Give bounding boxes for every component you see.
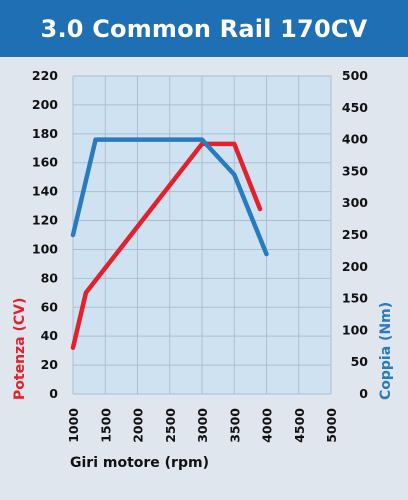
y-left-tick-label: 60 [41, 299, 59, 314]
chart-title: 3.0 Common Rail 170CV [40, 14, 368, 43]
y-left-tick-label: 40 [41, 328, 59, 343]
x-tick-label: 3000 [195, 408, 210, 443]
x-axis-title: Giri motore (rpm) [70, 455, 209, 471]
series-line-coppia [70, 137, 269, 257]
y-left-tick-label: 0 [49, 386, 58, 401]
tick-labels: 1000 1500 2000 2500 3000 3500 4000 4500 50000204… [32, 68, 368, 443]
y-right-tick-label: 250 [342, 227, 368, 242]
x-tick-label: 2000 [131, 408, 146, 443]
x-tick-label: 1500 [98, 408, 113, 443]
x-tick-label: 4000 [260, 408, 275, 443]
y-axis-right-title: Coppia (Nm) [378, 302, 394, 400]
title-bar: 3.0 Common Rail 170CV [0, 0, 408, 57]
y-right-tick-label: 350 [342, 163, 368, 178]
x-tick-label: 5000 [324, 408, 339, 443]
y-right-tick-label: 0 [359, 386, 368, 401]
y-right-tick-label: 150 [342, 291, 368, 306]
y-left-tick-label: 220 [32, 68, 58, 83]
x-tick-label: 1000 [66, 408, 81, 443]
y-right-tick-label: 50 [351, 354, 369, 369]
y-right-tick-label: 400 [342, 132, 368, 147]
y-right-tick-label: 200 [342, 259, 368, 274]
y-axis-left-title: Potenza (CV) [12, 298, 28, 400]
series-lines [70, 137, 269, 350]
y-left-tick-label: 80 [41, 270, 59, 285]
y-left-tick-label: 120 [32, 213, 58, 228]
y-left-tick-label: 160 [32, 155, 58, 170]
x-tick-label: 2500 [163, 408, 178, 443]
y-right-tick-label: 300 [342, 195, 368, 210]
y-left-tick-label: 140 [32, 184, 58, 199]
x-tick-label: 4500 [292, 408, 307, 443]
y-right-tick-label: 450 [342, 100, 368, 115]
y-left-tick-label: 180 [32, 126, 58, 141]
y-right-tick-label: 100 [342, 322, 368, 337]
x-tick-label: 3500 [227, 408, 242, 443]
series-line-potenza [70, 141, 263, 350]
y-left-tick-label: 200 [32, 97, 58, 112]
y-right-tick-label: 500 [342, 68, 368, 83]
y-left-tick-label: 20 [41, 357, 59, 372]
y-left-tick-label: 100 [32, 241, 58, 256]
grid-lines [72, 75, 332, 395]
